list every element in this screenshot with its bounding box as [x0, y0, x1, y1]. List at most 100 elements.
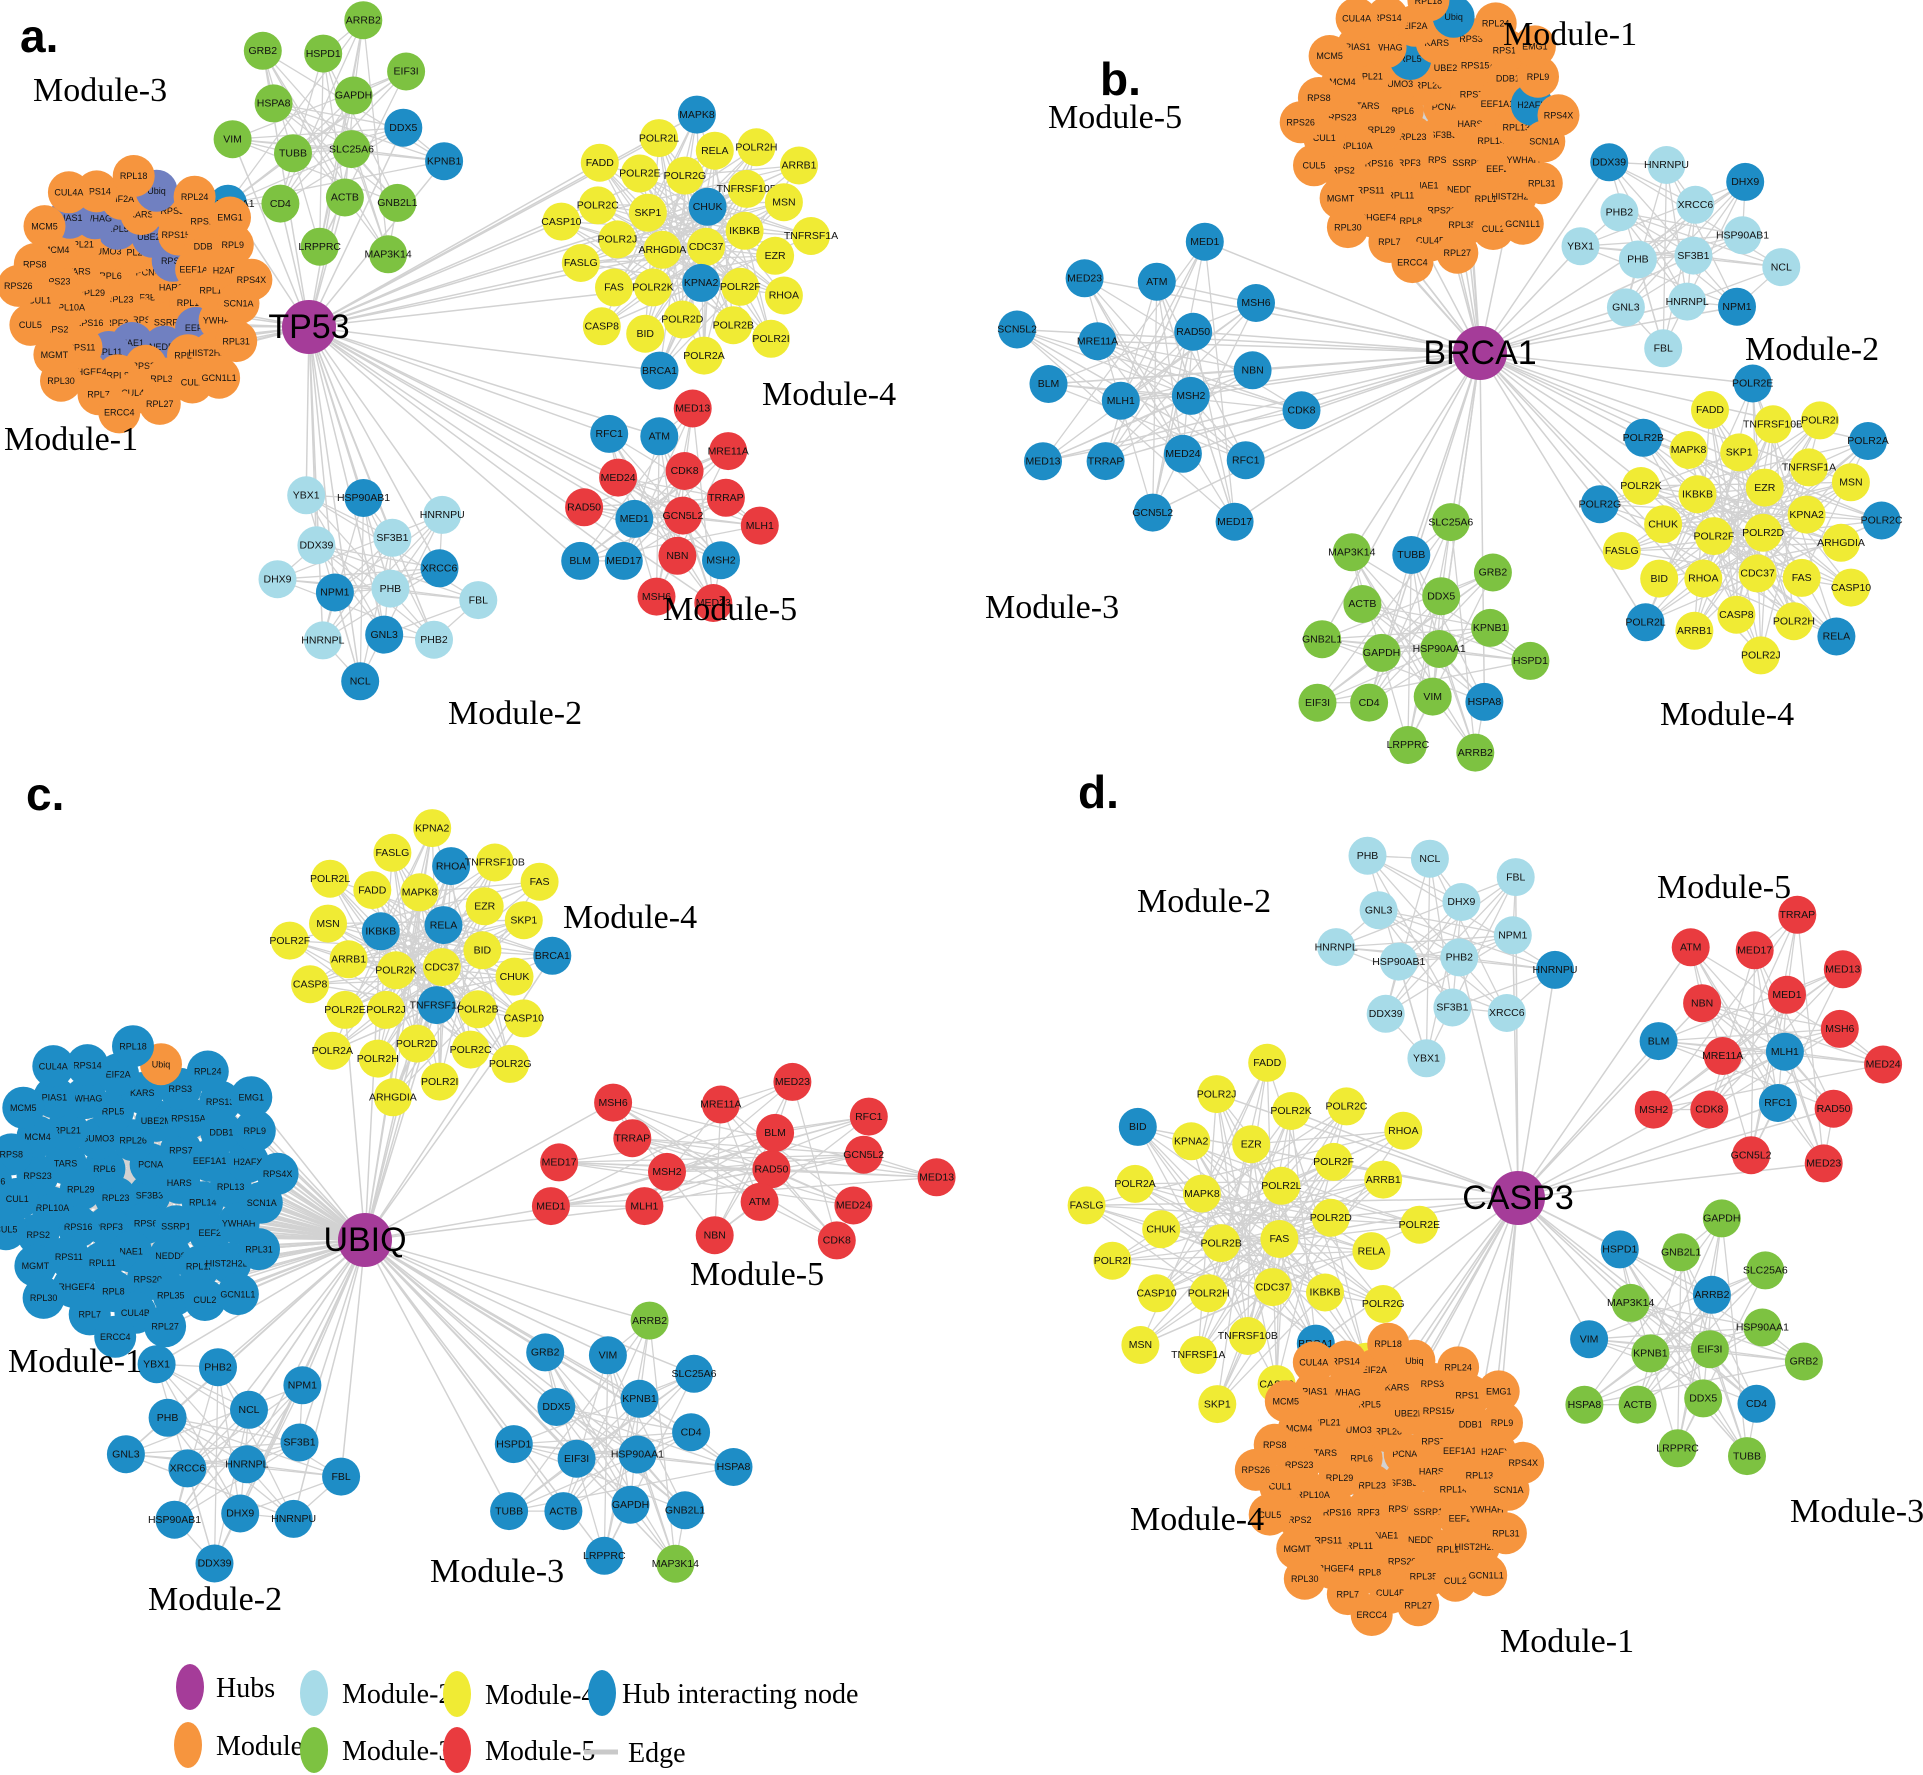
node-ARRB2[interactable]: ARRB2: [1692, 1275, 1731, 1314]
node-circle[interactable]: [1726, 162, 1765, 201]
node-MED23[interactable]: MED23: [694, 584, 733, 622]
node-EIF3I[interactable]: EIF3I: [387, 52, 426, 91]
node-MLH1[interactable]: MLH1: [1101, 381, 1140, 420]
node-RAD50[interactable]: RAD50: [565, 488, 604, 527]
node-MAP3K14[interactable]: MAP3K14: [364, 235, 412, 274]
node-CHUK[interactable]: CHUK: [1142, 1210, 1181, 1249]
node-circle[interactable]: [465, 887, 504, 926]
node-POLR2H[interactable]: POLR2H: [1188, 1274, 1230, 1313]
node-PHB[interactable]: PHB: [371, 569, 410, 608]
node-circle[interactable]: [155, 1500, 194, 1539]
node-CDK8[interactable]: CDK8: [1690, 1090, 1729, 1129]
node-circle[interactable]: [1774, 602, 1813, 641]
node-EMG1[interactable]: EMG1: [1477, 1370, 1520, 1413]
node-circle[interactable]: [1744, 513, 1783, 552]
node-circle[interactable]: [1292, 1341, 1335, 1384]
node-POLR2J[interactable]: POLR2J: [1741, 636, 1781, 675]
node-MED13[interactable]: MED13: [917, 1158, 956, 1197]
node-MLH1[interactable]: MLH1: [740, 506, 779, 545]
node-EIF3I[interactable]: EIF3I: [557, 1439, 596, 1478]
node-RPL9[interactable]: RPL9: [233, 1109, 276, 1152]
node-circle[interactable]: [849, 1097, 888, 1136]
node-MCM5[interactable]: MCM5: [23, 205, 66, 248]
node-ERCC4[interactable]: ERCC4: [94, 1315, 137, 1358]
node-circle[interactable]: [1565, 1385, 1604, 1424]
node-EMG1[interactable]: EMG1: [1513, 25, 1556, 68]
node-RPL31[interactable]: RPL31: [215, 320, 258, 363]
node-TRRAP[interactable]: TRRAP: [1086, 442, 1125, 481]
node-POLR2L[interactable]: POLR2L: [1625, 603, 1666, 642]
node-POLR2C[interactable]: POLR2C: [1325, 1087, 1368, 1126]
node-MRE11A[interactable]: MRE11A: [708, 432, 749, 471]
node-FBL[interactable]: FBL: [1644, 329, 1683, 368]
node-circle[interactable]: [1029, 365, 1068, 403]
node-circle[interactable]: [1624, 418, 1663, 457]
node-CD4[interactable]: CD4: [261, 184, 300, 223]
node-NPM1[interactable]: NPM1: [283, 1366, 322, 1405]
node-RELA[interactable]: RELA: [424, 906, 463, 945]
node-CASP10[interactable]: CASP10: [504, 999, 544, 1038]
node-circle[interactable]: [490, 1492, 529, 1531]
node-MAPK8[interactable]: MAPK8: [1669, 431, 1708, 469]
node-circle[interactable]: [1410, 839, 1449, 878]
node-circle[interactable]: [1758, 1084, 1797, 1122]
node-MED1[interactable]: MED1: [615, 499, 654, 538]
node-MED1[interactable]: MED1: [1768, 975, 1806, 1014]
node-circle[interactable]: [227, 1445, 266, 1484]
node-POLR2C[interactable]: POLR2C: [1861, 501, 1903, 540]
node-TNFRSF1A[interactable]: TNFRSF1A: [1171, 1336, 1225, 1374]
node-RPL12[interactable]: RPL12: [178, 1245, 221, 1288]
node-RHOA[interactable]: RHOA: [1384, 1111, 1423, 1150]
node-circle[interactable]: [1137, 262, 1176, 301]
node-YBX1[interactable]: YBX1: [1561, 227, 1600, 266]
node-GNB2L1[interactable]: GNB2L1: [1661, 1233, 1701, 1272]
node-POLR2F[interactable]: POLR2F: [720, 267, 761, 306]
node-circle[interactable]: [1065, 259, 1104, 298]
node-circle[interactable]: [780, 146, 818, 185]
node-EZR[interactable]: EZR: [1745, 468, 1784, 507]
node-circle[interactable]: [1198, 1385, 1237, 1424]
node-circle[interactable]: [1324, 1340, 1367, 1383]
node-circle[interactable]: [677, 95, 716, 134]
node-circle[interactable]: [1293, 144, 1335, 187]
node-RPS26[interactable]: RPS26: [0, 264, 40, 307]
node-circle[interactable]: [526, 1333, 565, 1372]
node-circle[interactable]: [618, 1435, 657, 1474]
node-circle[interactable]: [230, 1390, 268, 1429]
node-circle[interactable]: [1849, 422, 1887, 460]
node-SF3B1[interactable]: SF3B1: [1433, 988, 1472, 1027]
node-PHB[interactable]: PHB: [148, 1398, 187, 1437]
node-POLR2D[interactable]: POLR2D: [661, 300, 704, 339]
node-GRB2[interactable]: GRB2: [243, 31, 282, 70]
node-circle[interactable]: [1232, 1125, 1271, 1164]
node-EZR[interactable]: EZR: [465, 887, 504, 926]
node-LRPPRC[interactable]: LRPPRC: [1387, 726, 1430, 764]
node-circle[interactable]: [274, 1499, 313, 1538]
node-circle[interactable]: [620, 154, 659, 193]
node-GCN5L2[interactable]: GCN5L2: [1132, 493, 1173, 532]
node-circle[interactable]: [258, 560, 297, 599]
node-TRRAP[interactable]: TRRAP: [706, 478, 745, 517]
node-MSN[interactable]: MSN: [1121, 1326, 1160, 1364]
node-POLR2I[interactable]: POLR2I: [1093, 1241, 1132, 1280]
node-NBN[interactable]: NBN: [695, 1216, 734, 1255]
node-circle[interactable]: [737, 128, 776, 167]
node-circle[interactable]: [752, 319, 790, 358]
node-POLR2K[interactable]: POLR2K: [1270, 1092, 1312, 1130]
node-circle[interactable]: [1364, 1160, 1403, 1199]
hub-circle[interactable]: [1491, 1171, 1545, 1225]
node-DDX5[interactable]: DDX5: [384, 108, 423, 147]
node-circle[interactable]: [590, 414, 629, 453]
node-circle[interactable]: [377, 951, 415, 990]
node-circle[interactable]: [1253, 1268, 1292, 1307]
node-ARRB2[interactable]: ARRB2: [344, 1, 383, 40]
node-circle[interactable]: [752, 1150, 791, 1189]
node-POLR2C[interactable]: POLR2C: [577, 186, 619, 225]
node-circle[interactable]: [378, 183, 417, 222]
node-FAS[interactable]: FAS: [1782, 558, 1821, 597]
node-HNRNPL[interactable]: HNRNPL: [301, 621, 345, 660]
node-circle[interactable]: [1189, 1274, 1228, 1313]
node-FAS[interactable]: FAS: [595, 268, 633, 307]
node-NBN[interactable]: NBN: [1683, 984, 1722, 1023]
node-HSPA8[interactable]: HSPA8: [714, 1448, 753, 1486]
